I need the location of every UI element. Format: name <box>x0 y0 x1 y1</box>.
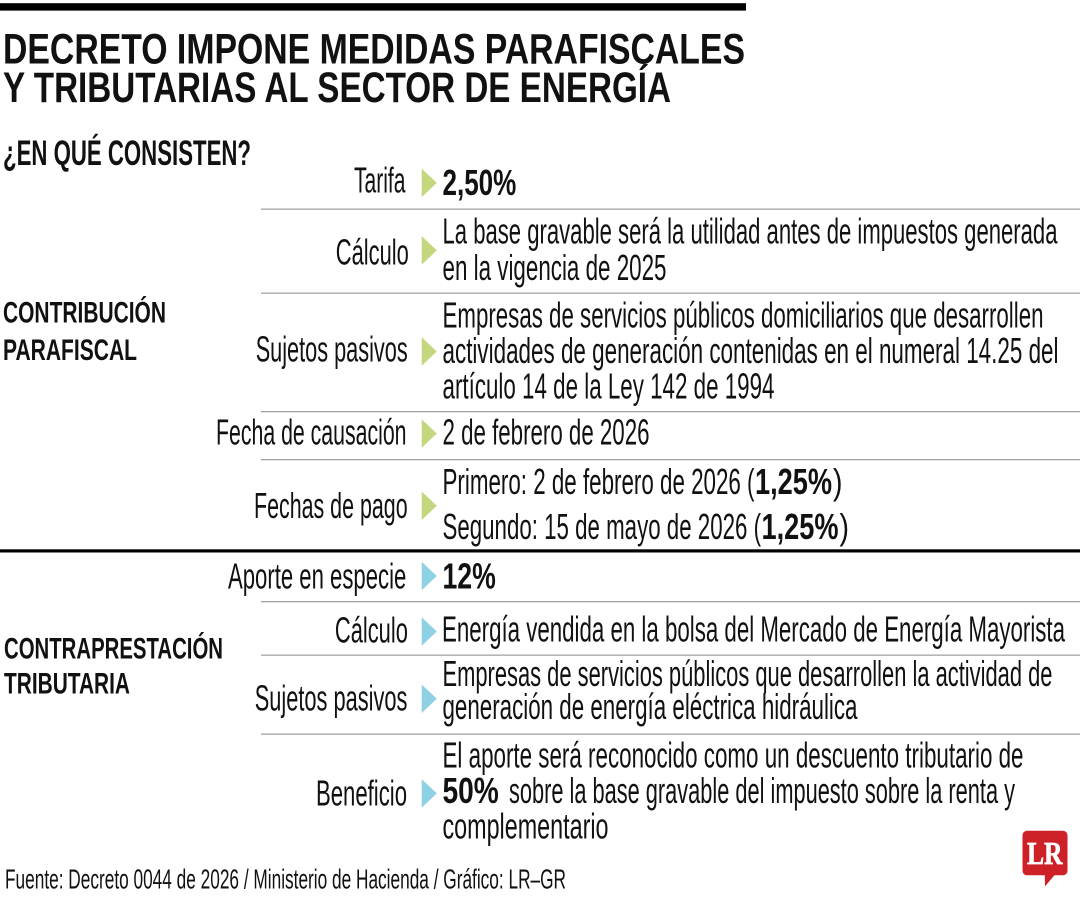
svg-text:sobre la base gravable del imp: sobre la base gravable del impuesto sobr… <box>509 770 1015 811</box>
svg-text:¿EN QUÉ CONSISTEN?: ¿EN QUÉ CONSISTEN? <box>3 133 251 173</box>
svg-text:TRIBUTARIA: TRIBUTARIA <box>4 668 130 701</box>
svg-text:CONTRAPRESTACIÓN: CONTRAPRESTACIÓN <box>4 632 223 666</box>
svg-text:Empresas de servicios públicos: Empresas de servicios públicos que desar… <box>443 653 1053 694</box>
svg-text:LR: LR <box>1027 836 1064 871</box>
svg-text:Sujetos pasivos: Sujetos pasivos <box>255 678 408 719</box>
svg-text:actividades de generación cont: actividades de generación contenidas en … <box>443 330 1059 371</box>
svg-text:Empresas de servicios públicos: Empresas de servicios públicos domicilia… <box>443 295 1044 336</box>
svg-text:Y TRIBUTARIAS AL SECTOR DE ENE: Y TRIBUTARIAS AL SECTOR DE ENERGÍA <box>3 64 671 112</box>
svg-text:Cálculo: Cálculo <box>336 232 409 273</box>
svg-text:Fecha de causación: Fecha de causación <box>216 412 407 453</box>
svg-text:Beneficio: Beneficio <box>316 773 407 814</box>
svg-text:Aporte en especie: Aporte en especie <box>228 555 406 596</box>
svg-text:): ) <box>840 506 850 547</box>
svg-text:1,25%: 1,25% <box>755 461 832 502</box>
svg-text:Segundo: 15 de mayo de 2026 (: Segundo: 15 de mayo de 2026 ( <box>443 506 762 547</box>
svg-text:2,50%: 2,50% <box>443 162 517 203</box>
svg-text:La base gravable será la utili: La base gravable será la utilidad antes … <box>443 210 1059 251</box>
svg-text:12%: 12% <box>443 555 496 596</box>
svg-text:Fechas de pago: Fechas de pago <box>254 485 408 526</box>
svg-text:Fuente: Decreto 0044 de 2026 /: Fuente: Decreto 0044 de 2026 / Ministeri… <box>5 863 566 894</box>
svg-text:complementario: complementario <box>443 806 609 847</box>
svg-text:DECRETO IMPONE MEDIDAS PARAFIS: DECRETO IMPONE MEDIDAS PARAFISCALES <box>3 26 745 74</box>
svg-text:PARAFISCAL: PARAFISCAL <box>3 334 137 367</box>
svg-text:50%: 50% <box>443 770 499 811</box>
svg-text:1,25%: 1,25% <box>762 506 839 547</box>
svg-text:Primero: 2 de febrero de 2026: Primero: 2 de febrero de 2026 ( <box>443 461 755 502</box>
svg-text:Sujetos pasivos: Sujetos pasivos <box>256 329 408 370</box>
svg-text:Cálculo: Cálculo <box>335 610 408 651</box>
svg-text:): ) <box>833 461 843 502</box>
svg-text:2 de febrero de 2026: 2 de febrero de 2026 <box>443 412 650 453</box>
svg-text:generación de energía eléctric: generación de energía eléctrica hidráuli… <box>443 686 859 727</box>
svg-text:artículo 14 de la Ley 142 de 1: artículo 14 de la Ley 142 de 1994 <box>443 366 775 407</box>
svg-text:El aporte será reconocido como: El aporte será reconocido como un descue… <box>443 735 1024 776</box>
svg-text:Tarifa: Tarifa <box>354 160 406 201</box>
svg-text:en la vigencia de 2025: en la vigencia de 2025 <box>443 247 667 288</box>
svg-text:CONTRIBUCIÓN: CONTRIBUCIÓN <box>3 296 166 330</box>
svg-text:Energía vendida en la bolsa de: Energía vendida en la bolsa del Mercado … <box>442 609 1066 650</box>
